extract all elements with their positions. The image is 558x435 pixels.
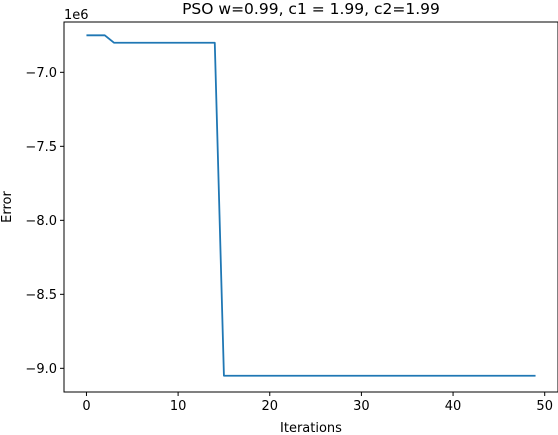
plot-area: −7.0 −7.5 −8.0 −8.5 −9.0 0 10 20 30 40 50 (25, 21, 558, 414)
x-tick-label: 40 (445, 399, 462, 414)
y-offset-text: 1e6 (64, 8, 89, 23)
y-axis-label: Error (0, 191, 15, 223)
axes-frame (63, 21, 558, 393)
x-tick-label: 30 (353, 399, 370, 414)
x-tick-label: 10 (170, 399, 187, 414)
y-tick-label: −7.5 (25, 140, 57, 155)
y-tick-label: −9.0 (25, 362, 57, 377)
x-axis-ticks: 0 10 20 30 40 50 (82, 392, 553, 414)
x-tick-label: 20 (261, 399, 278, 414)
series-lines (86, 34, 536, 377)
y-axis-ticks: −7.0 −7.5 −8.0 −8.5 −9.0 (25, 66, 64, 377)
y-tick-label: −7.0 (25, 66, 57, 81)
x-tick-label: 0 (82, 399, 90, 414)
x-axis-label: Iterations (280, 421, 342, 435)
chart-title: PSO w=0.99, c1 = 1.99, c2=1.99 (182, 0, 440, 18)
y-tick-label: −8.5 (25, 288, 57, 303)
x-tick-label: 50 (536, 399, 553, 414)
y-tick-label: −8.0 (25, 214, 57, 229)
series-line (86, 34, 536, 377)
